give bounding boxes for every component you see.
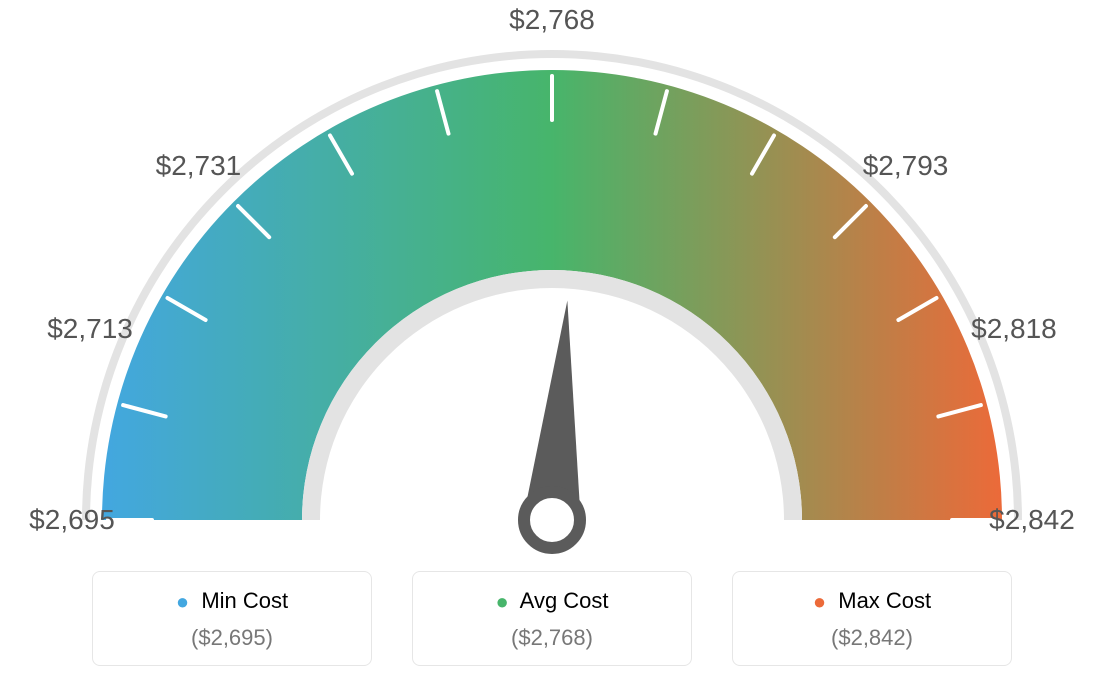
legend-value-avg: ($2,768) (431, 625, 673, 651)
dot-icon: ● (495, 589, 508, 614)
dot-icon: ● (813, 589, 826, 614)
legend-card-min: ● Min Cost ($2,695) (92, 571, 372, 666)
legend-card-max: ● Max Cost ($2,842) (732, 571, 1012, 666)
legend-title-text: Max Cost (838, 588, 931, 613)
gauge-svg (0, 0, 1104, 560)
gauge-tick-label: $2,793 (863, 150, 949, 182)
gauge-tick-label: $2,768 (509, 4, 595, 36)
legend-title-text: Avg Cost (520, 588, 609, 613)
gauge-tick-label: $2,713 (47, 313, 133, 345)
legend-title-text: Min Cost (201, 588, 288, 613)
legend-title-avg: ● Avg Cost (431, 588, 673, 615)
gauge-tick-label: $2,731 (156, 150, 242, 182)
gauge-area: $2,695 $2,713 $2,731 $2,768 $2,793 $2,818 $2,8… (0, 0, 1104, 560)
legend-row: ● Min Cost ($2,695) ● Avg Cost ($2,768) … (0, 571, 1104, 666)
cost-gauge-chart: $2,695 $2,713 $2,731 $2,768 $2,793 $2,818 $2,8… (0, 0, 1104, 690)
gauge-tick-label: $2,695 (29, 504, 115, 536)
legend-card-avg: ● Avg Cost ($2,768) (412, 571, 692, 666)
gauge-tick-label: $2,842 (989, 504, 1075, 536)
gauge-tick-label: $2,818 (971, 313, 1057, 345)
legend-value-max: ($2,842) (751, 625, 993, 651)
dot-icon: ● (176, 589, 189, 614)
legend-value-min: ($2,695) (111, 625, 353, 651)
legend-title-min: ● Min Cost (111, 588, 353, 615)
legend-title-max: ● Max Cost (751, 588, 993, 615)
